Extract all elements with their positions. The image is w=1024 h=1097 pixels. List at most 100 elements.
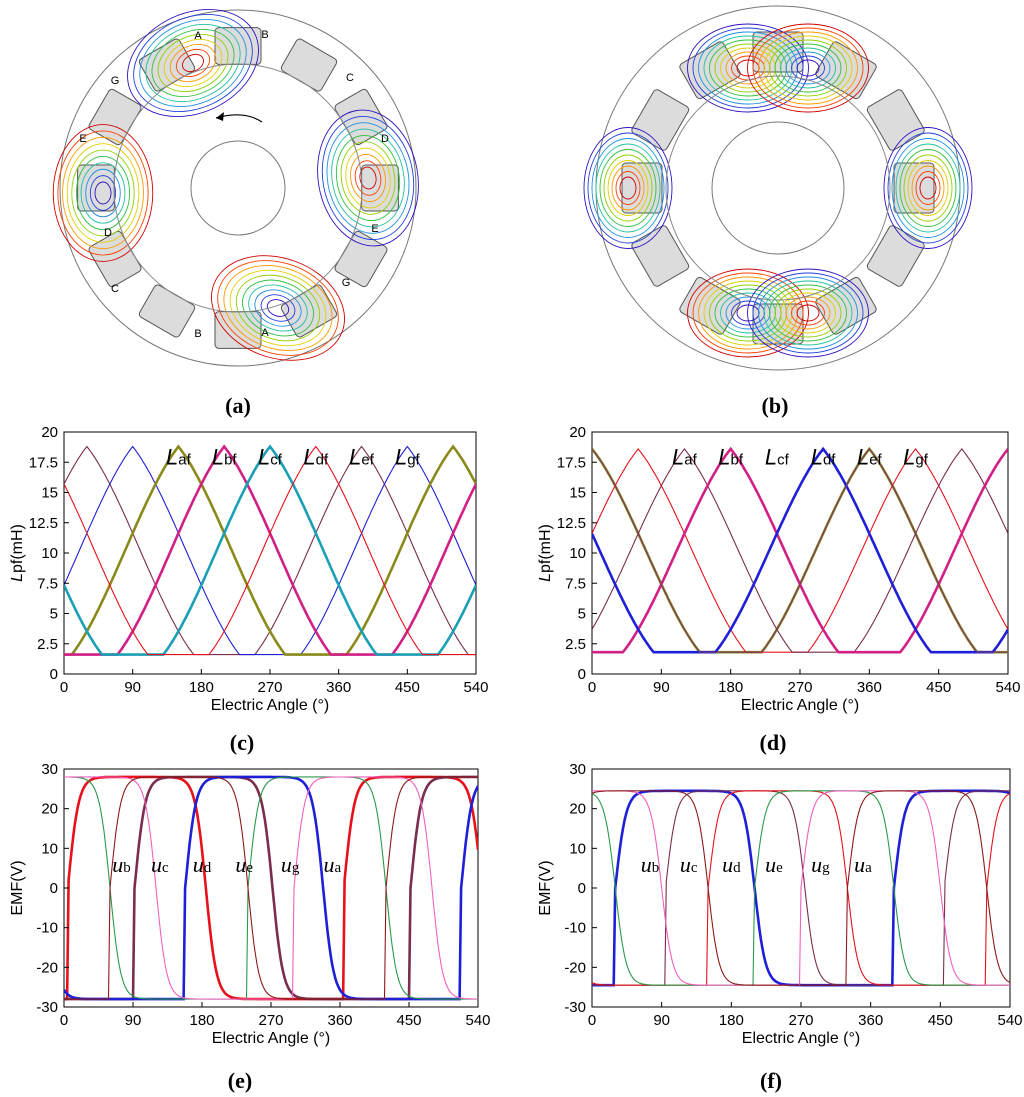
series-label: ub [641,852,660,877]
flux-contour-line [911,165,945,211]
flux-contour-line [687,268,809,358]
x-tick-label: 180 [718,679,743,696]
stator-pole [866,225,925,287]
flux-contour-line [709,284,787,342]
series-line [592,446,1008,654]
y-tick-label: 20 [41,801,58,818]
x-tick-label: 450 [395,679,420,696]
series-line [592,446,1008,654]
x-tick-label: 0 [588,679,596,696]
flux-contour-line [692,27,804,109]
series-line [592,448,1008,653]
shaft-circle [190,140,286,236]
stator-pole [621,162,663,214]
flux-contour-line [354,160,382,196]
series-label: Lef [857,445,883,470]
y-tick-label: 10 [41,545,58,562]
series-label: Laf [672,445,698,470]
y-axis-label: EMF(V) [537,860,554,915]
series-line [64,775,478,1001]
series-line [592,790,1010,986]
series-label: ua [854,852,872,877]
flux-contour-line [133,13,253,113]
panel-e-label: (e) [228,1068,252,1093]
series-line [592,790,1010,986]
stator-pole [631,89,690,151]
x-tick-label: 540 [997,1012,1022,1029]
series-line [592,446,1008,654]
x-tick-label: 270 [787,679,812,696]
flux-contour-line [223,265,333,351]
x-tick-label: 0 [588,1012,596,1029]
x-axis-label: Electric Angle (°) [741,697,859,714]
flux-contour-line [915,171,941,205]
flux-contour-line [891,138,965,238]
flux-contour-line [731,300,765,326]
y-tick-label: 0 [50,666,58,683]
flux-contour-line [780,292,836,334]
flux-contour-line [52,124,154,262]
y-tick-label: 0 [578,880,586,897]
y-tick-label: 10 [569,840,586,857]
flux-contour-line [340,141,396,215]
pole-letter: C [111,283,119,295]
flux-contour-line [235,274,321,342]
panel-a-flux-plot: A B C D E G E D C B A G [52,8,419,367]
series-label: Lgf [903,445,929,470]
series-label: ug [281,852,300,877]
chart-c: 0 90 180 270 360 450 540 0 2.5 5 7.5 10 12.5 15 17.5 20… [9,424,489,714]
y-tick-label: 0 [578,666,586,683]
x-tick-label: 90 [653,679,670,696]
x-tick-label: 270 [788,1012,813,1029]
flux-contour-line [587,132,669,244]
flux-contour-line [769,284,847,342]
flux-contour-line [145,23,241,103]
flux-contour-line [883,127,973,249]
flux-contour-line [242,279,314,337]
series-line [64,775,478,1001]
y-tick-label: -10 [36,920,58,937]
flux-contour-line [182,53,204,73]
flux-contour-line [780,47,836,89]
flux-contour-line [139,18,247,108]
flux-contour-line [714,288,782,338]
pole-letter: D [381,133,389,145]
flux-contour-line [229,269,327,347]
plot-area [64,444,476,656]
flux-contour-line [266,299,290,317]
flux-contour-line [331,128,405,228]
panel-f-label: (f) [760,1068,782,1093]
x-tick-label: 180 [189,1012,214,1029]
y-axis-label: Lpf(mH) [537,524,554,582]
y-tick-label: 30 [41,761,58,778]
flux-contour-line [335,134,401,222]
flux-contour-line [703,280,793,346]
pole-letter: A [261,327,269,339]
series-label: ud [193,852,212,877]
series-label: ue [765,852,783,877]
stator-pole [361,164,399,212]
series-label: Ldf [811,445,837,470]
flux-contour-line [903,154,953,222]
flux-contour-line [75,156,131,230]
x-tick-label: 450 [928,1012,953,1029]
series-line [592,448,1008,653]
panel-d-label: (d) [760,730,787,755]
flux-contour-line [57,130,149,256]
chart-d: 0 90 180 270 360 450 540 0 2.5 5 7.5 10 12.5 15 17.5 20… [537,424,1021,714]
flux-contour-line [71,149,135,237]
y-tick-label: 5 [50,606,58,623]
flux-contour-line [591,138,665,238]
x-tick-label: 0 [60,1012,68,1029]
y-axis-label: EMF(V) [9,860,26,915]
flux-contour-line [603,154,653,222]
flux-contour-line [350,153,386,203]
flux-contour-line [89,175,117,211]
y-tick-label: 20 [569,801,586,818]
chart-f: 0 90 180 270 360 450 540 -30 -20 -10 0 10 20 30 Electr… [537,761,1023,1047]
flux-contour-line [163,38,223,88]
y-tick-label: 7.5 [565,575,586,592]
flux-contour-line [595,143,661,233]
flux-contour-line [619,176,637,200]
y-tick-label: 10 [41,840,58,857]
